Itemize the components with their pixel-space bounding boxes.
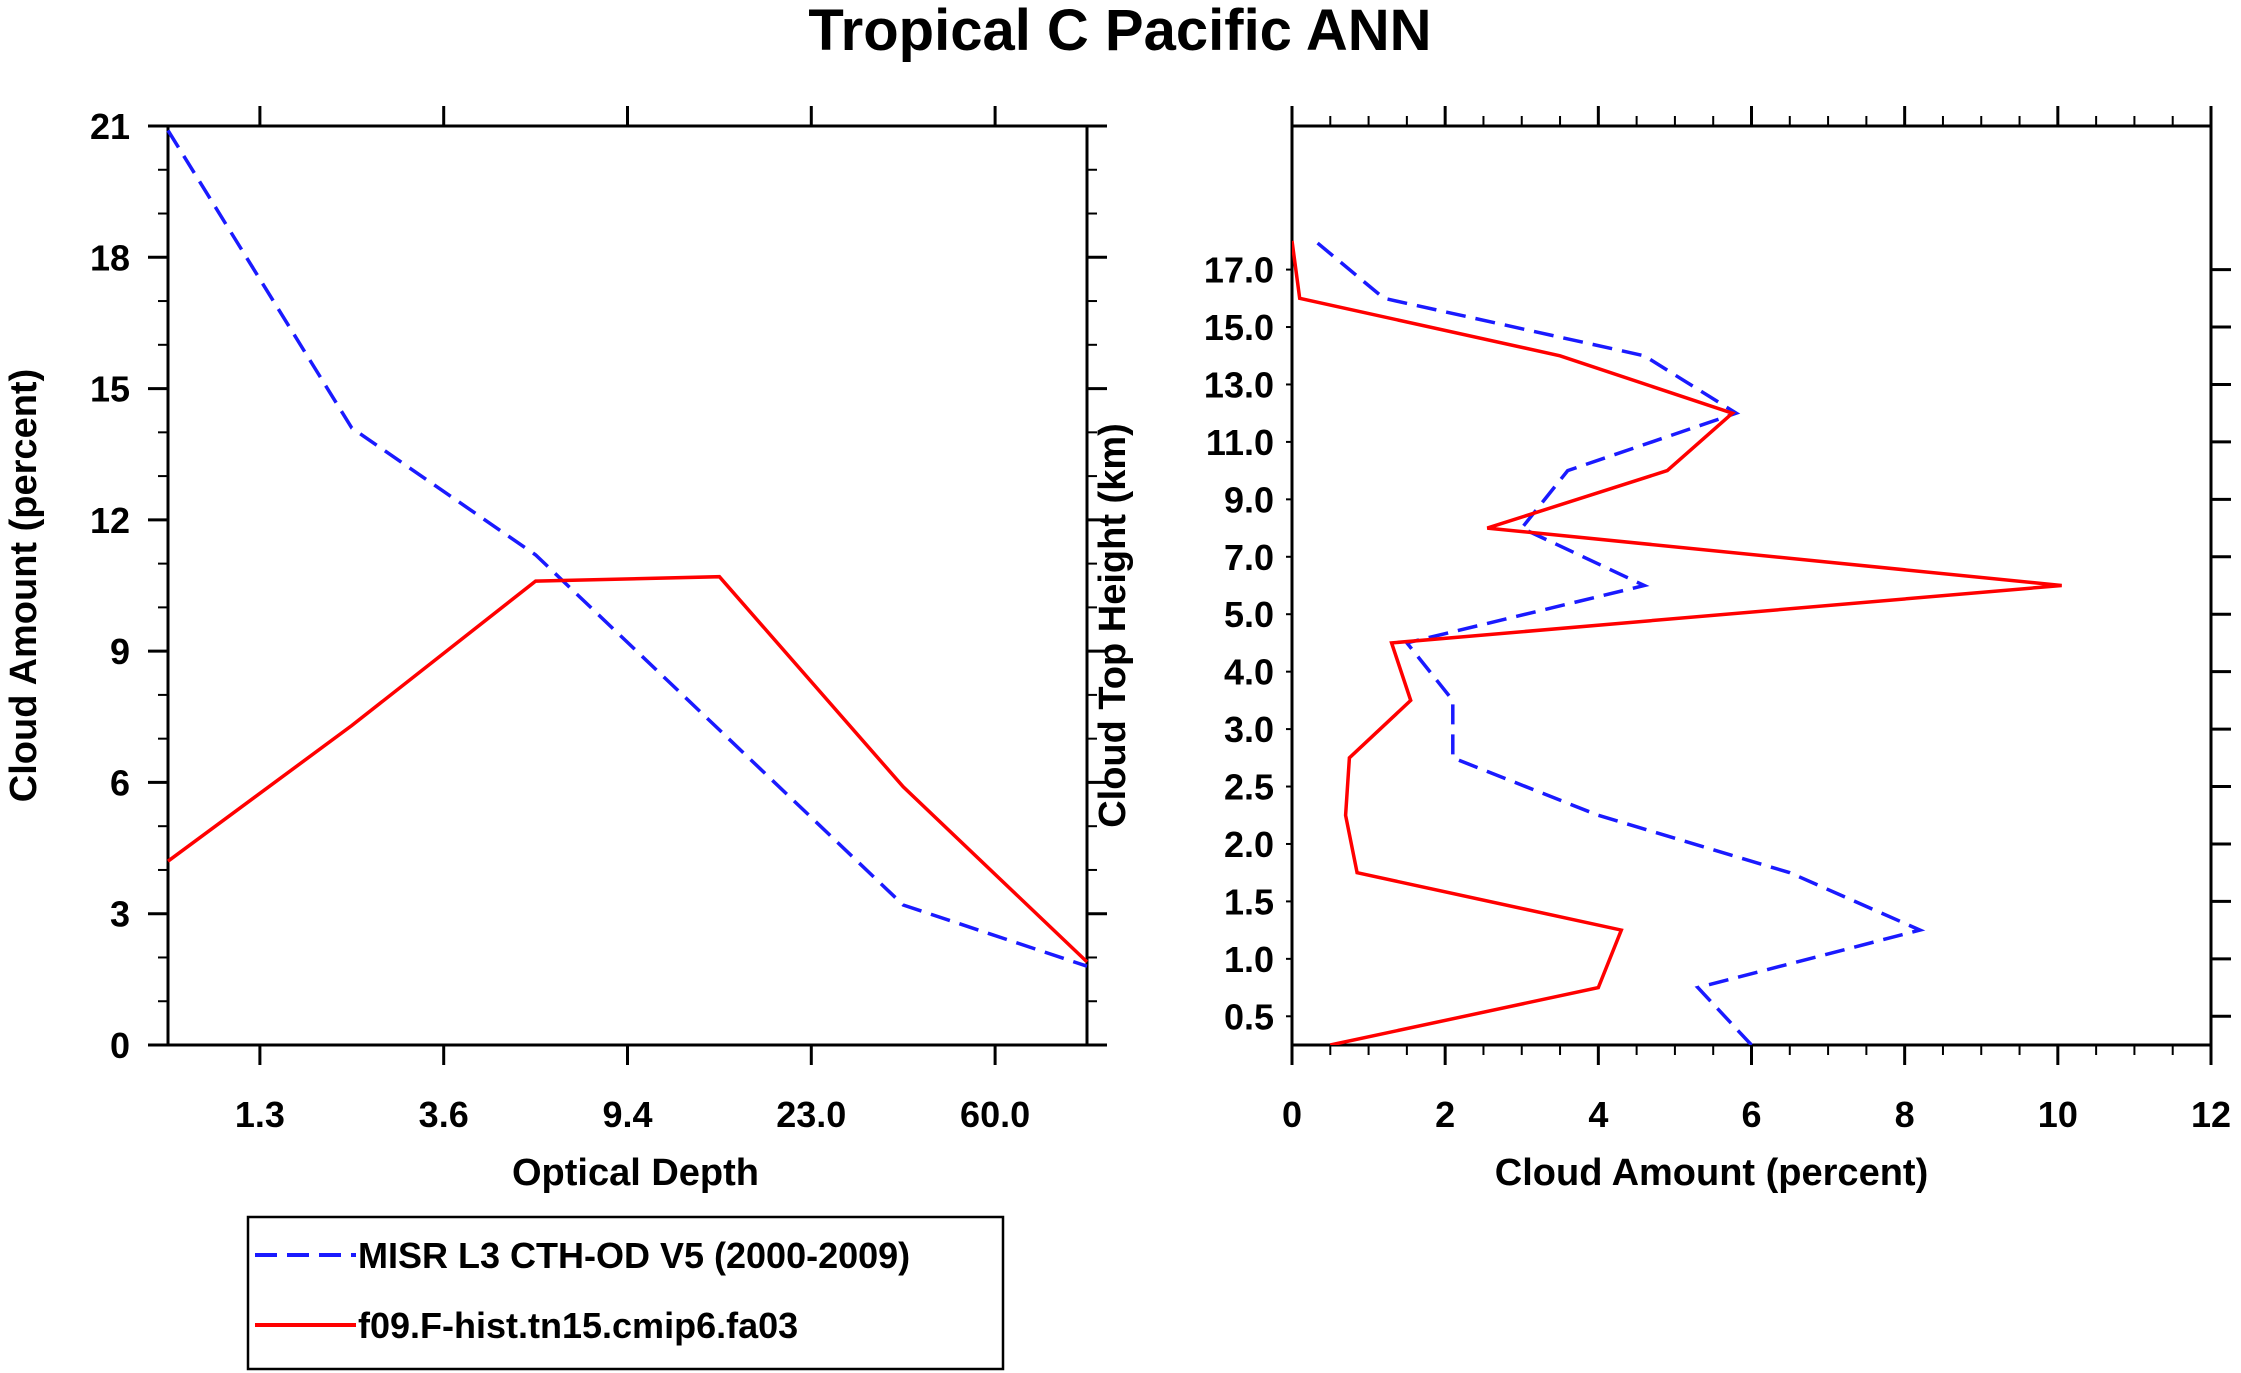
- left-y-tick-label: 6: [110, 762, 130, 803]
- left-y-tick-label: 9: [110, 631, 130, 672]
- right-x-axis-label: Cloud Amount (percent): [1495, 1152, 1928, 1194]
- right-y-tick-label: 0.5: [1224, 996, 1274, 1037]
- right-y-tick-label: 13.0: [1204, 364, 1274, 405]
- left-series-misr-line: [166, 129, 1088, 968]
- right-x-tick-label: 2: [1435, 1094, 1455, 1135]
- right-y-tick-label: 7.0: [1224, 537, 1274, 578]
- left-y-tick-label: 0: [110, 1025, 130, 1066]
- legend-label-model: f09.F-hist.tn15.cmip6.fa03: [358, 1305, 798, 1346]
- right-x-tick-label: 0: [1282, 1094, 1302, 1135]
- right-chart-panel: 0.5 1.0 1.5 2.0 2.5 3.0 4.0 5.0 7.0 9.0 11.0 13.0 15…: [1092, 106, 2231, 1194]
- right-y-tick-label: 4.0: [1224, 652, 1274, 693]
- right-y-tick-label: 2.0: [1224, 824, 1274, 865]
- left-series-model-line: [166, 574, 1089, 964]
- right-plot-frame: [1290, 124, 2213, 1047]
- left-y-tick-label: 3: [110, 894, 130, 935]
- left-x-axis-label: Optical Depth: [512, 1152, 759, 1194]
- right-y-tick-label: 3.0: [1224, 709, 1274, 750]
- left-x-tick-label: 3.6: [419, 1094, 469, 1135]
- left-y-tick-label: 15: [90, 369, 130, 410]
- right-x-tick-label: 12: [2191, 1094, 2231, 1135]
- legend-label-misr: MISR L3 CTH-OD V5 (2000-2009): [358, 1235, 910, 1276]
- right-y-tick-label: 15.0: [1204, 307, 1274, 348]
- right-x-tick-label: 10: [2038, 1094, 2078, 1135]
- right-y-tick-label: 17.0: [1204, 250, 1274, 291]
- right-x-tick-label: 4: [1588, 1094, 1608, 1135]
- left-x-tick-label: 9.4: [602, 1094, 652, 1135]
- left-x-tick-label: 1.3: [235, 1094, 285, 1135]
- right-y-tick-label: 11.0: [1206, 422, 1274, 463]
- figure-title: Tropical C Pacific ANN: [808, 0, 1431, 63]
- left-y-tick-label: 12: [90, 500, 130, 541]
- left-x-tick-label: 60.0: [960, 1094, 1030, 1135]
- left-y-tick-label: 18: [90, 237, 130, 278]
- right-y-tick-label: 1.5: [1224, 881, 1274, 922]
- right-x-tick-label: 8: [1895, 1094, 1915, 1135]
- legend-box: [246, 1215, 1005, 1371]
- left-plot-frame: [166, 124, 1089, 1047]
- right-y-axis-label: Cloud Top Height (km): [1092, 423, 1134, 828]
- left-chart-panel: 0 3 6 9 12 15 18 21 1.3 3.6 9.4 23.0 60.0 Optical Dep…: [3, 106, 1107, 1194]
- right-series-model-line: [1292, 240, 2062, 1045]
- legend: MISR L3 CTH-OD V5 (2000-2009) f09.F-hist…: [246, 1215, 1005, 1371]
- right-y-tick-label: 1.0: [1224, 939, 1274, 980]
- left-x-tick-label: 23.0: [776, 1094, 846, 1135]
- right-y-tick-label: 9.0: [1224, 479, 1274, 520]
- left-y-tick-label: 21: [90, 106, 130, 147]
- right-x-tick-label: 6: [1741, 1094, 1761, 1135]
- right-y-tick-label: 5.0: [1224, 594, 1274, 635]
- right-y-tick-label: 2.5: [1224, 767, 1274, 808]
- left-y-axis-label: Cloud Amount (percent): [3, 369, 45, 802]
